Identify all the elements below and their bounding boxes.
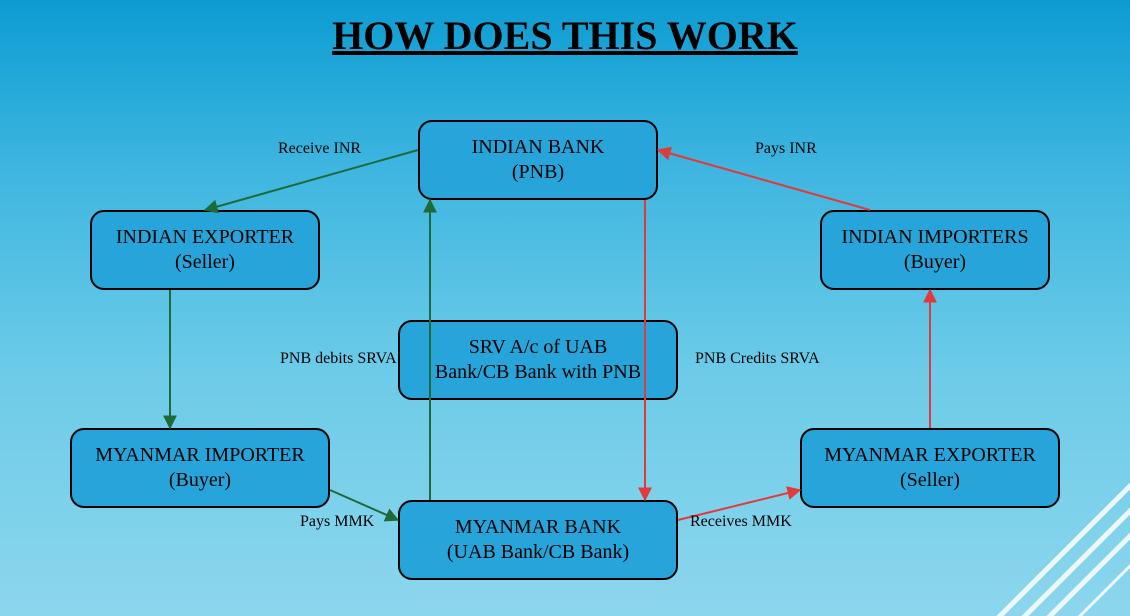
edge-receive_inr [205, 150, 418, 210]
edge-label-pays_mmk: Pays MMK [300, 513, 374, 531]
edge-label-receive_inr: Receive INR [278, 140, 361, 158]
slide-title: HOW DOES THIS WORK [0, 12, 1130, 59]
node-line1: INDIAN EXPORTER [116, 225, 294, 250]
node-line2: (Seller) [175, 250, 235, 275]
node-myanmar-bank: MYANMAR BANK (UAB Bank/CB Bank) [398, 500, 678, 580]
edge-label-pays_inr: Pays INR [755, 140, 817, 158]
node-line1: SRV A/c of UAB [469, 335, 608, 360]
edge-label-credits_srva: PNB Credits SRVA [695, 350, 820, 368]
node-srva: SRV A/c of UAB Bank/CB Bank with PNB [398, 320, 678, 400]
node-line1: MYANMAR BANK [455, 515, 621, 540]
slide: HOW DOES THIS WORK INDIAN BANK (PNB) IND… [0, 0, 1130, 616]
edge-pays_inr [658, 150, 870, 210]
node-line2: (PNB) [512, 160, 564, 185]
node-indian-bank: INDIAN BANK (PNB) [418, 120, 658, 200]
node-line2: (UAB Bank/CB Bank) [447, 540, 629, 565]
node-line1: INDIAN BANK [472, 135, 605, 160]
node-line1: MYANMAR IMPORTER [95, 443, 304, 468]
node-myanmar-exporter: MYANMAR EXPORTER (Seller) [800, 428, 1060, 508]
node-indian-exporter: INDIAN EXPORTER (Seller) [90, 210, 320, 290]
node-line2: Bank/CB Bank with PNB [435, 360, 641, 385]
node-line2: (Seller) [900, 468, 960, 493]
node-line2: (Buyer) [904, 250, 966, 275]
node-myanmar-importer: MYANMAR IMPORTER (Buyer) [70, 428, 330, 508]
edge-label-receives_mmk: Receives MMK [690, 513, 792, 531]
node-indian-importers: INDIAN IMPORTERS (Buyer) [820, 210, 1050, 290]
node-line1: INDIAN IMPORTERS [841, 225, 1028, 250]
node-line1: MYANMAR EXPORTER [824, 443, 1036, 468]
edge-label-debits_srva: PNB debits SRVA [280, 350, 397, 368]
node-line2: (Buyer) [169, 468, 231, 493]
